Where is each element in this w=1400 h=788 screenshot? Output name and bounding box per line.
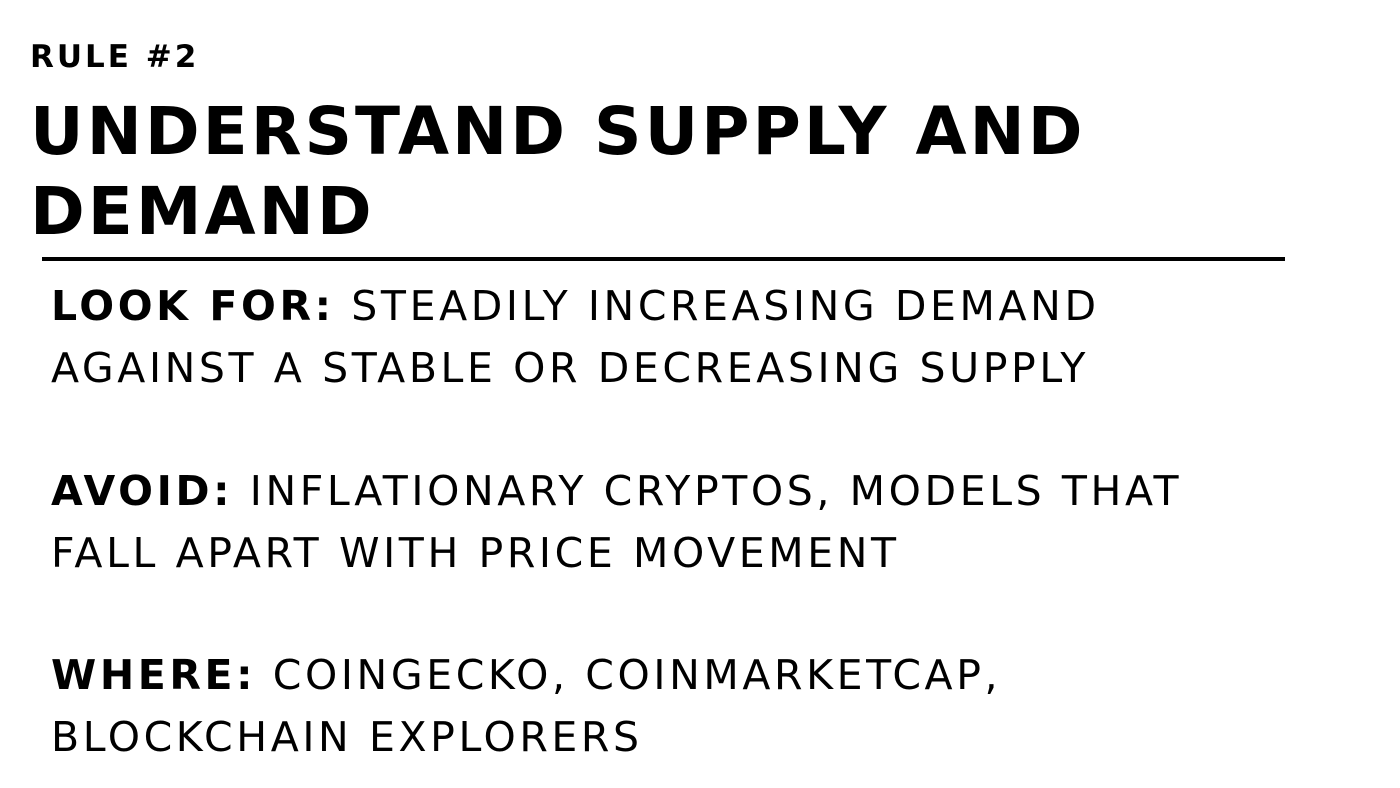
section-text-avoid-line-1: INFLATIONARY CRYPTOS, MODELS THAT: [249, 467, 1183, 515]
section-label-avoid: AVOID:: [51, 467, 234, 515]
section-text-avoid-line-2: FALL APART WITH PRICE MOVEMENT: [51, 529, 900, 577]
section-look-for: LOOK FOR: STEADILY INCREASING DEMAND AGAI…: [51, 275, 1381, 399]
section-label-look-for: LOOK FOR:: [51, 282, 335, 330]
headline: UNDERSTAND SUPPLY AND DEMAND: [30, 93, 1086, 250]
section-text-where-line-2: BLOCKCHAIN EXPLORERS: [51, 713, 643, 761]
divider-line: [42, 257, 1285, 261]
rule-number: RULE #2: [30, 39, 200, 75]
section-text-where-line-1: COINGECKO, COINMARKETCAP,: [272, 651, 1002, 699]
section-text-look-for-line-2: AGAINST A STABLE OR DECREASING SUPPLY: [51, 344, 1089, 392]
section-where: WHERE: COINGECKO, COINMARKETCAP, BLOCKCHA…: [51, 644, 1381, 768]
section-label-where: WHERE:: [51, 651, 257, 699]
section-avoid: AVOID: INFLATIONARY CRYPTOS, MODELS THAT…: [51, 460, 1381, 584]
section-text-look-for-line-1: STEADILY INCREASING DEMAND: [351, 282, 1100, 330]
